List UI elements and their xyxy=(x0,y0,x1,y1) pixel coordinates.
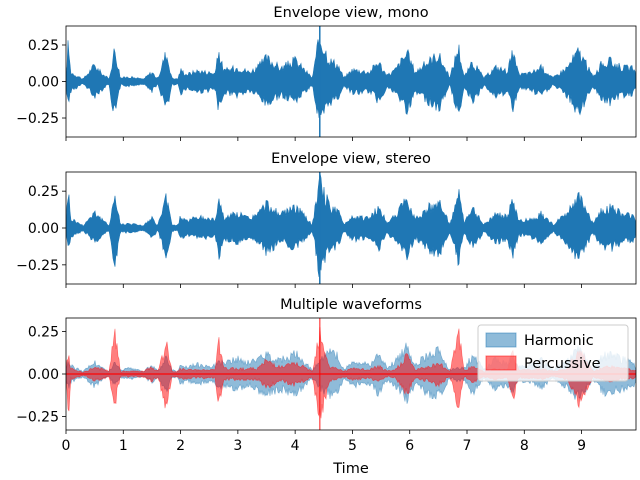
y-tick-label: 0.25 xyxy=(28,38,59,54)
legend: Harmonic Percussive xyxy=(477,324,629,382)
x-tick-label: 9 xyxy=(577,438,586,454)
x-tick-label: 7 xyxy=(463,438,472,454)
chart-title: Envelope view, mono xyxy=(273,5,428,21)
x-axis-label: Time xyxy=(332,461,369,477)
x-tick-label: 8 xyxy=(520,438,529,454)
y-tick-label: 0.00 xyxy=(28,367,59,383)
y-tick-label: 0.00 xyxy=(28,221,59,237)
waveform-series-1 xyxy=(66,39,636,118)
x-tick-label: 4 xyxy=(291,438,300,454)
legend-label-harmonic: Harmonic xyxy=(524,333,594,349)
legend-swatch-harmonic xyxy=(485,332,517,348)
x-tick-label: 0 xyxy=(62,438,71,454)
x-tick-label: 5 xyxy=(348,438,357,454)
legend-label-percussive: Percussive xyxy=(524,356,601,372)
plot-area xyxy=(66,26,636,137)
x-tick-label: 2 xyxy=(176,438,185,454)
waveform-series-1 xyxy=(66,173,636,277)
plot-area xyxy=(66,172,636,284)
y-tick-label: −0.25 xyxy=(16,111,59,127)
legend-swatch-percussive xyxy=(485,355,517,371)
x-tick-label: 6 xyxy=(405,438,414,454)
panels: Envelope view, mono0.250.00−0.25Envelope… xyxy=(16,5,637,477)
y-tick-label: 0.00 xyxy=(28,75,59,91)
x-tick-label: 1 xyxy=(119,438,128,454)
panel-2: Envelope view, stereo 0.25 0.00 −0.25 xyxy=(16,151,637,288)
panel-3: Multiple waveforms 0.25 0.00 −0.250 1 2 3 4 5 6 7 8… xyxy=(16,297,637,477)
y-tick-label: −0.25 xyxy=(16,409,59,425)
chart-title: Multiple waveforms xyxy=(280,297,422,313)
x-tick-label: 3 xyxy=(233,438,242,454)
y-tick-label: 0.25 xyxy=(28,184,59,200)
panel-1: Envelope view, mono 0.25 0.00 −0.25 xyxy=(16,5,637,141)
y-tick-label: −0.25 xyxy=(16,258,59,274)
chart-title: Envelope view, stereo xyxy=(271,151,431,167)
waveform-percussive xyxy=(66,327,636,419)
y-tick-label: 0.25 xyxy=(28,325,59,341)
